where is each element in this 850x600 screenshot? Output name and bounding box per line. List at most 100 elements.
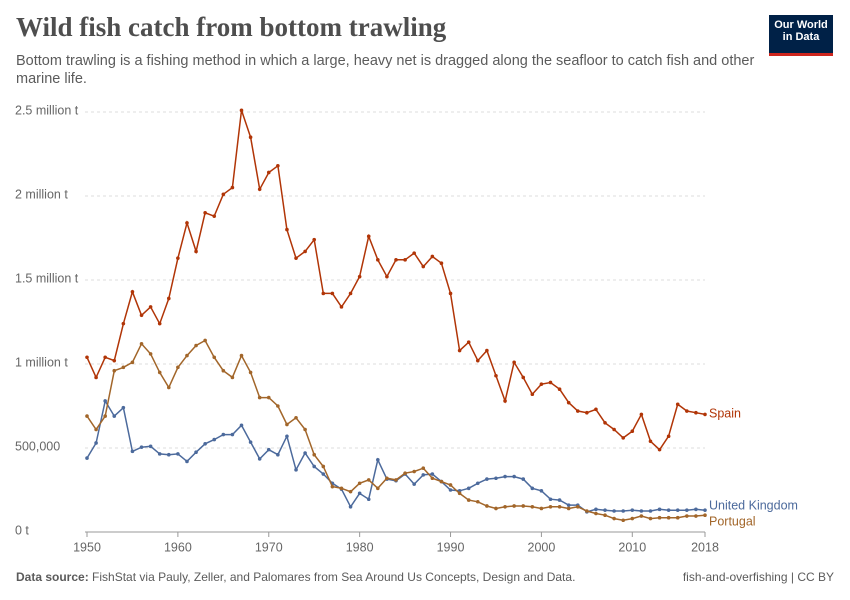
data-point: [157, 370, 162, 375]
data-point: [157, 452, 162, 456]
data-point: [466, 498, 471, 502]
data-point: [248, 440, 253, 444]
data-point: [412, 482, 416, 486]
x-tick-label: 1950: [73, 540, 101, 554]
data-point: [494, 373, 498, 378]
data-point: [303, 427, 307, 432]
data-point: [548, 505, 553, 509]
data-point: [557, 498, 562, 502]
data-point: [494, 476, 498, 481]
data-point: [139, 445, 144, 449]
data-point: [357, 481, 362, 486]
data-point: [303, 451, 307, 455]
data-point: [230, 185, 235, 190]
data-point: [385, 274, 389, 279]
data-point: [430, 472, 435, 476]
data-point: [176, 452, 180, 456]
y-tick-label: 0 t: [15, 523, 29, 537]
data-point: [121, 365, 126, 370]
data-point: [257, 457, 262, 461]
data-point: [530, 392, 535, 397]
y-tick-label: 1.5 million t: [15, 271, 79, 285]
data-point: [530, 486, 535, 491]
data-point: [657, 507, 662, 512]
logo[interactable]: Our World in Data: [769, 15, 833, 56]
data-point: [403, 471, 407, 476]
data-point: [648, 439, 653, 444]
data-point: [176, 365, 180, 370]
data-point: [221, 432, 226, 437]
data-point: [548, 380, 553, 385]
data-point: [539, 382, 544, 386]
x-tick-label: 1990: [437, 540, 465, 554]
data-point: [185, 353, 189, 358]
data-point: [421, 473, 426, 477]
data-point: [185, 221, 189, 225]
data-point: [621, 518, 626, 523]
x-tick-label: 1960: [164, 540, 192, 554]
data-point: [485, 477, 489, 481]
data-point: [94, 375, 98, 380]
x-tick-label: 2000: [528, 540, 556, 554]
data-point: [366, 478, 371, 482]
data-point: [203, 338, 207, 343]
data-point: [285, 227, 289, 232]
data-point: [385, 476, 389, 481]
data-point: [266, 395, 271, 400]
data-point: [239, 423, 244, 428]
y-tick-label: 1 million t: [15, 355, 68, 369]
data-point: [294, 468, 298, 472]
data-point: [557, 387, 562, 392]
data-point: [439, 261, 444, 266]
data-point: [285, 434, 289, 439]
data-point: [566, 503, 571, 507]
data-point: [330, 484, 335, 489]
license[interactable]: fish-and-overfishing | CC BY: [682, 570, 834, 584]
data-point: [675, 508, 680, 512]
data-point: [212, 214, 217, 218]
data-point: [639, 509, 644, 513]
data-point: [648, 509, 653, 513]
data-point: [603, 508, 607, 512]
data-point: [166, 296, 171, 301]
data-point: [685, 508, 689, 512]
data-point: [266, 170, 271, 175]
data-point: [148, 352, 153, 356]
logo-text: Our World: [774, 19, 828, 31]
data-point: [203, 442, 207, 446]
data-point: [694, 514, 698, 518]
data-point: [348, 291, 353, 296]
data-point: [121, 405, 126, 410]
data-point: [648, 516, 653, 521]
data-point: [475, 499, 480, 504]
data-point: [594, 407, 598, 412]
data-point: [166, 452, 171, 457]
data-point: [339, 305, 344, 309]
data-point: [248, 135, 253, 139]
data-point: [503, 474, 507, 479]
data-point: [130, 289, 135, 294]
series-line: [86, 398, 706, 513]
data-point: [166, 385, 171, 390]
data-point: [566, 506, 571, 511]
data-point: [330, 291, 335, 296]
data-point: [366, 497, 371, 502]
data-point: [257, 187, 262, 192]
data-point: [494, 506, 498, 511]
data-point: [639, 412, 644, 417]
data-point: [685, 514, 689, 518]
data-point: [230, 432, 235, 437]
data-point: [521, 477, 526, 481]
x-tick-label: 1970: [255, 540, 283, 554]
data-point: [694, 410, 698, 415]
data-point: [621, 436, 626, 440]
data-point: [457, 348, 462, 353]
data-point: [257, 395, 262, 400]
series-label: Portugal: [709, 514, 756, 528]
data-point: [603, 421, 607, 425]
data-point: [294, 256, 298, 260]
data-point: [221, 368, 226, 373]
data-point: [630, 516, 635, 521]
